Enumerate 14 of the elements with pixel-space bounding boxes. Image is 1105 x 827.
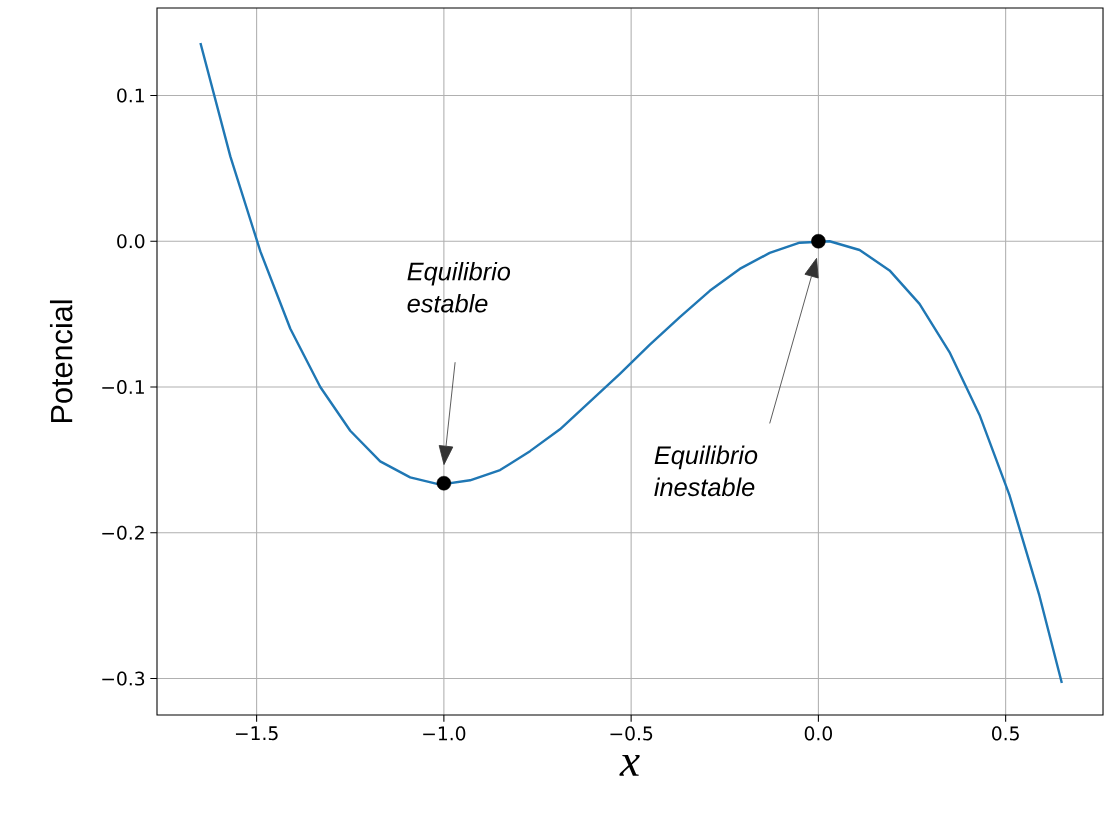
x-axis-title: x: [619, 754, 640, 776]
x-tick-label: −1.5: [235, 726, 278, 741]
y-tick-label: −0.2: [102, 525, 144, 540]
x-tick-label: −0.5: [610, 726, 653, 741]
x-tick-label: 0.5: [992, 726, 1019, 741]
x-tick-label: 0.0: [804, 726, 832, 741]
y-tick-label: 0.1: [117, 88, 144, 103]
annotation: Equilibrio estable: [407, 261, 511, 313]
x-tick-label: −1.0: [423, 726, 466, 741]
y-tick-label: −0.1: [102, 379, 144, 395]
annotation: Equilibrio inestable: [654, 445, 758, 497]
y-axis-title: Potencial: [49, 300, 73, 423]
y-tick-label: 0.0: [117, 234, 145, 249]
y-tick-label: −0.3: [102, 671, 145, 686]
